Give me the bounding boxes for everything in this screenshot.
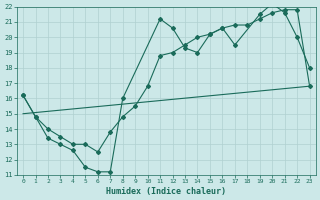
X-axis label: Humidex (Indice chaleur): Humidex (Indice chaleur)	[106, 187, 226, 196]
